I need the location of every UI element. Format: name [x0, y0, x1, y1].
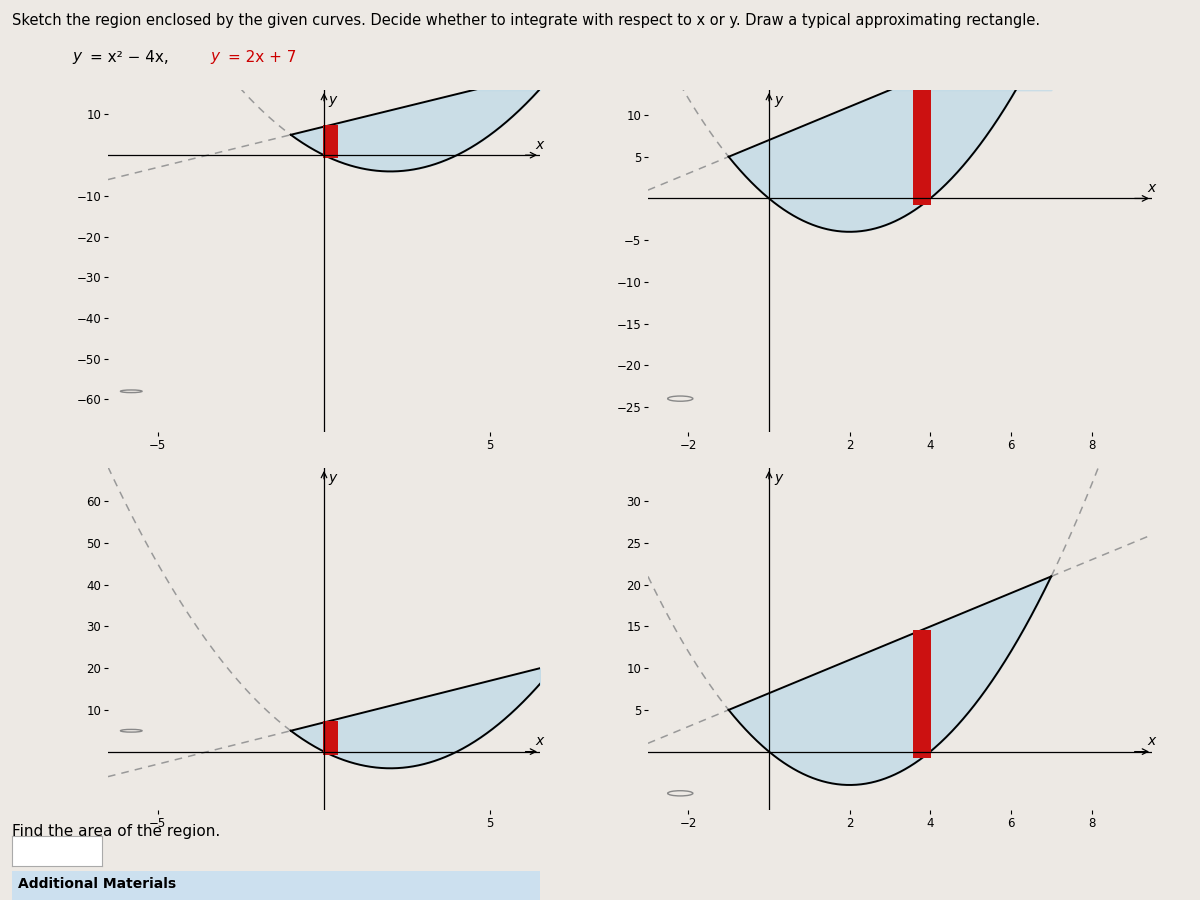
Text: y: y: [329, 94, 336, 107]
Text: Additional Materials: Additional Materials: [18, 878, 176, 891]
Text: y: y: [329, 472, 336, 485]
Text: Find the area of the region.: Find the area of the region.: [12, 824, 221, 840]
Text: = 2x + 7: = 2x + 7: [228, 50, 296, 65]
Text: x: x: [535, 138, 544, 152]
Bar: [323, 721, 338, 755]
Text: x: x: [1147, 734, 1156, 748]
Text: Sketch the region enclosed by the given curves. Decide whether to integrate with: Sketch the region enclosed by the given …: [12, 14, 1040, 29]
Text: x: x: [535, 734, 544, 748]
Bar: [913, 630, 931, 758]
Text: y: y: [210, 50, 220, 65]
Text: y: y: [72, 50, 82, 65]
Bar: [323, 125, 338, 158]
Bar: [913, 90, 931, 205]
Text: x: x: [1147, 181, 1156, 195]
Text: = x² − 4x,: = x² − 4x,: [90, 50, 169, 65]
Text: y: y: [774, 94, 782, 107]
Text: y: y: [774, 472, 782, 485]
